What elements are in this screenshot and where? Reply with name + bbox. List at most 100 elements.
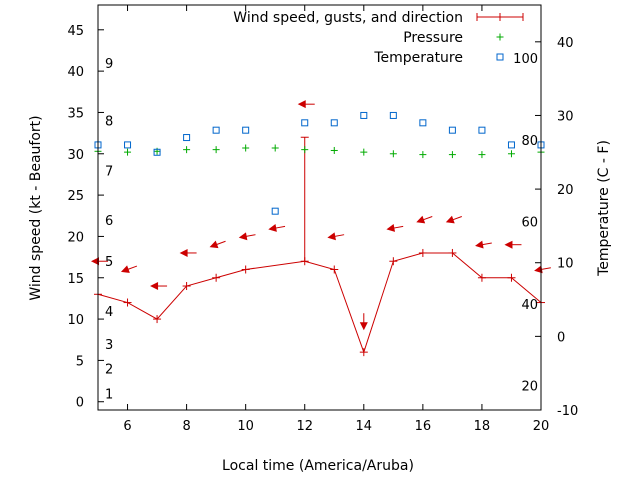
y-left-tick-label: 20 <box>67 230 84 245</box>
x-tick-label: 20 <box>533 419 550 434</box>
arrow-head <box>238 232 248 241</box>
fahrenheit-label: 40 <box>521 298 538 313</box>
temperature-point <box>448 126 456 134</box>
y-left-tick-label: 45 <box>67 24 84 39</box>
legend-label: Wind speed, gusts, and direction <box>233 10 463 26</box>
pressure-point <box>360 148 368 156</box>
wind-speed-point <box>477 273 486 282</box>
y-axis-right-label: Temperature (C - F) <box>596 140 612 277</box>
wind-direction-arrow <box>504 240 522 249</box>
y-left-tick-label: 10 <box>67 313 84 328</box>
pressure-point <box>330 146 338 154</box>
wind-speed-point <box>359 348 368 357</box>
x-tick-label: 8 <box>182 419 190 434</box>
axes-layer: 6 8 10 12 14 16 18 20051015202530354045-1001020… <box>67 5 578 434</box>
arrow-head <box>445 215 455 224</box>
wind-direction-arrow <box>445 215 462 224</box>
beaufort-label: 6 <box>105 214 113 229</box>
wind-direction-arrow <box>534 265 551 274</box>
beaufort-label: 1 <box>105 387 113 402</box>
arrow-head <box>179 248 188 257</box>
x-tick-label: 14 <box>356 419 373 434</box>
fahrenheit-label: 80 <box>521 134 538 149</box>
wind-speed-point <box>182 282 191 291</box>
beaufort-label: 2 <box>105 363 113 378</box>
pressure-point <box>419 151 427 159</box>
y-right-tick-label: -10 <box>557 404 578 419</box>
wind-direction-arrow <box>150 282 168 291</box>
arrow-head <box>416 215 426 224</box>
arrow-head <box>120 265 130 273</box>
arrow-head <box>150 282 159 291</box>
wind-speed-point <box>507 273 516 282</box>
temperature-point <box>389 111 397 119</box>
pressure-point <box>507 150 515 158</box>
beaufort-label: 5 <box>105 255 113 270</box>
temperature-point <box>330 119 338 127</box>
x-tick-label: 6 <box>123 419 131 434</box>
arrow-head <box>297 100 306 109</box>
fahrenheit-label: 20 <box>521 380 538 395</box>
pressure-point <box>448 151 456 159</box>
y-left-tick-label: 30 <box>67 148 84 163</box>
wind-speed-point <box>123 298 132 307</box>
y-right-tick-label: 20 <box>557 183 574 198</box>
wind-direction-arrow <box>179 248 197 257</box>
wind-direction-arrow <box>91 257 108 266</box>
x-tick-label: 18 <box>474 419 491 434</box>
temperature-point <box>271 207 279 215</box>
wind-direction-arrow <box>416 215 433 224</box>
pressure-point <box>242 144 250 152</box>
wind-speed-point <box>241 265 250 274</box>
temperature-point <box>242 126 250 134</box>
pressure-point <box>124 148 132 156</box>
arrow-head <box>386 224 396 232</box>
beaufort-label: 7 <box>105 164 113 179</box>
legend-label: Pressure <box>403 30 463 46</box>
pressure-point <box>212 146 220 154</box>
wind-direction-arrow <box>238 232 256 241</box>
y-right-tick-label: 40 <box>557 36 574 51</box>
wind-speed-line <box>97 252 542 354</box>
y-axis-left-label: Wind speed (kt - Beaufort) <box>28 115 44 300</box>
y-left-tick-label: 0 <box>76 396 84 411</box>
y-left-tick-label: 35 <box>67 106 84 121</box>
x-tick-label: 12 <box>296 419 313 434</box>
beaufort-label: 4 <box>105 305 113 320</box>
wind-direction-arrow <box>209 240 226 249</box>
y-left-tick-label: 25 <box>67 189 84 204</box>
wind-speed-point <box>389 257 398 266</box>
plot-frame <box>97 4 542 411</box>
temperature-point <box>419 119 427 127</box>
arrow-head <box>91 257 99 266</box>
wind-direction-arrow <box>268 224 286 232</box>
arrow-head <box>359 322 368 331</box>
temperature-point <box>153 148 161 156</box>
legend-temperature-sample <box>496 53 504 61</box>
x-axis-label: Local time (America/Aruba) <box>222 458 414 474</box>
y-left-tick-label: 5 <box>76 354 84 369</box>
temperature-point <box>360 111 368 119</box>
pressure-point <box>183 146 191 154</box>
y-right-tick-label: 30 <box>557 109 574 124</box>
arrow-head <box>268 224 277 232</box>
arrow-head <box>504 240 513 249</box>
wind-direction-arrow <box>120 265 138 273</box>
fahrenheit-label: 60 <box>521 215 538 230</box>
fahrenheit-label: 100 <box>513 52 538 67</box>
wind-speed-point <box>212 273 221 282</box>
wind-speed-point <box>418 248 427 257</box>
wind-speed-point <box>153 315 162 324</box>
y-right-tick-label: 0 <box>557 330 565 345</box>
legend: Wind speed, gusts, and direction Pressure… <box>233 10 524 66</box>
x-tick-label: 10 <box>237 419 254 434</box>
wind-direction-arrow <box>297 100 315 109</box>
beaufort-label: 9 <box>105 57 113 72</box>
y-right-tick-label: 10 <box>557 257 574 272</box>
wind-speed-point <box>448 248 457 257</box>
y-left-tick-label: 40 <box>67 65 84 80</box>
arrow-head <box>475 240 484 249</box>
wind-direction-arrow <box>327 232 345 241</box>
wind-direction-arrow <box>475 240 492 249</box>
